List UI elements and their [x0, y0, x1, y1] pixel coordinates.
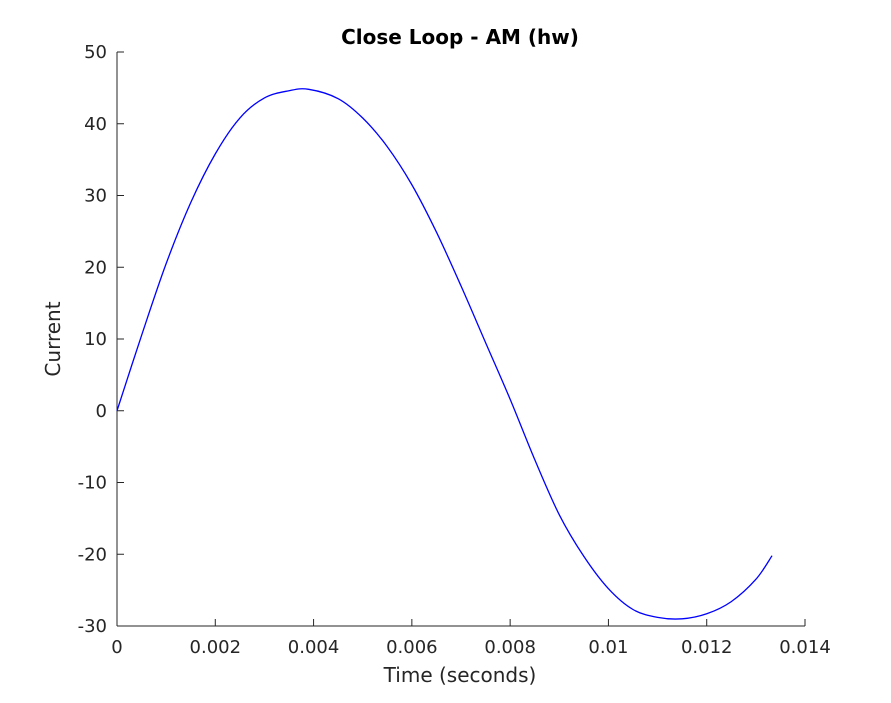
x-tick-label: 0.012: [681, 637, 733, 658]
x-tick-label: 0.002: [190, 637, 242, 658]
x-axis-label: Time (seconds): [383, 663, 537, 687]
series-line: [116, 88, 773, 620]
y-tick-label: 50: [84, 42, 107, 63]
x-tick-label: 0.008: [484, 637, 536, 658]
y-tick-label: -20: [78, 544, 107, 565]
x-tick-label: 0.006: [386, 637, 438, 658]
chart-title: Close Loop - AM (hw): [341, 25, 579, 49]
y-tick-label: 30: [84, 186, 107, 207]
x-tick-label: 0: [111, 637, 122, 658]
x-tick-label: 0.01: [588, 637, 628, 658]
x-tick-label: 0.004: [288, 637, 340, 658]
y-tick-label: 10: [84, 329, 107, 350]
tick-marks: [116, 51, 806, 627]
series-layer: [116, 88, 773, 620]
y-tick-label: -10: [78, 473, 107, 494]
x-tick-label: 0.014: [779, 637, 831, 658]
tick-labels: 0 0.002 0.004 0.006 0.008 0.01 0.012 0.014 50 40 3…: [78, 42, 831, 658]
y-tick-label: 0: [96, 401, 107, 422]
y-tick-label: -30: [78, 616, 107, 637]
y-tick-label: 40: [84, 114, 107, 135]
y-axis-label: Current: [41, 301, 65, 376]
y-tick-label: 20: [84, 257, 107, 278]
